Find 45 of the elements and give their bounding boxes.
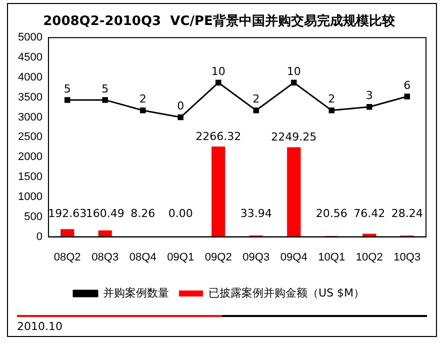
data-label: 5 — [102, 82, 109, 96]
y-tick-label: 0 — [36, 230, 42, 243]
x-tick-label: 09Q2 — [204, 251, 232, 264]
data-label: 6 — [404, 78, 411, 92]
y-tick-label: 1500 — [18, 171, 42, 184]
y-tick-label: 3000 — [18, 111, 42, 124]
data-label: 2 — [139, 92, 146, 106]
y-tick-label: 3500 — [18, 91, 42, 104]
y-tick-label: 4500 — [18, 52, 42, 64]
data-label: 2 — [252, 92, 260, 106]
y-tick-label: 2500 — [18, 131, 42, 144]
x-tick-label: 10Q3 — [394, 251, 421, 264]
data-label: 28.24 — [391, 207, 423, 220]
x-tick-label: 10Q2 — [356, 251, 383, 264]
y-tick-label: 5000 — [18, 32, 42, 44]
data-label: 2 — [328, 92, 336, 106]
data-label: 10 — [286, 64, 301, 78]
y-tick-label: 4000 — [18, 71, 42, 84]
data-label: 0 — [177, 100, 184, 113]
x-tick-label: 09Q4 — [280, 251, 308, 264]
x-tick-label: 08Q4 — [129, 251, 156, 264]
data-label: 3 — [366, 89, 373, 102]
legend-label: 已披露案例并购金额（US $M） — [208, 286, 365, 300]
data-label: 160.49 — [86, 207, 124, 220]
data-label: 2266.32 — [196, 130, 242, 143]
data-label: 5 — [64, 82, 71, 96]
y-tick-label: 500 — [24, 210, 42, 223]
data-label: 20.56 — [316, 207, 348, 220]
data-label: 192.63 — [48, 207, 87, 220]
data-label: 76.42 — [354, 207, 386, 220]
data-label: 0.00 — [168, 207, 193, 220]
x-tick-label: 09Q3 — [242, 251, 270, 264]
x-tick-label: 10Q1 — [318, 251, 346, 264]
data-label: 10 — [211, 64, 226, 78]
x-tick-label: 08Q3 — [92, 251, 119, 264]
data-label: 33.94 — [240, 207, 272, 220]
chart-title: 2008Q2-2010Q3 VC/PE背景中国并购交易完成规模比较 — [43, 13, 396, 30]
data-label: 2249.25 — [271, 130, 317, 144]
y-tick-label: 1000 — [18, 190, 42, 203]
y-tick-label: 2000 — [18, 151, 42, 164]
legend-label: 并购案例数量 — [102, 286, 169, 300]
x-tick-label: 08Q2 — [54, 251, 81, 264]
text: 2010.10 — [17, 320, 62, 333]
x-tick-label: 09Q1 — [167, 251, 194, 264]
data-label: 8.26 — [130, 207, 156, 220]
